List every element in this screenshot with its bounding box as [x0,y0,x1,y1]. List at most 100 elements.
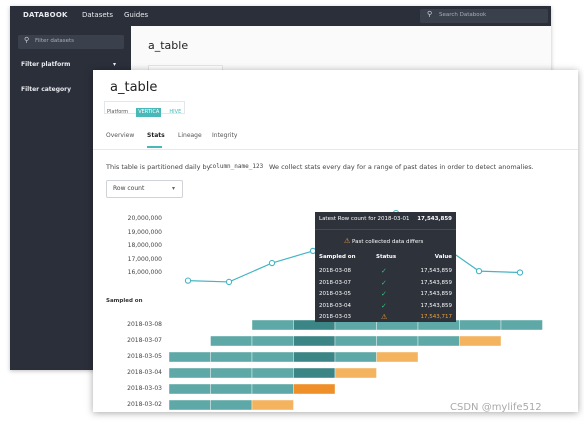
check-icon: ✓ [381,290,387,298]
tooltip-row-date: 2018-03-03 [319,314,351,320]
top-nav: DATABOOK Datasets Guides ⚲ Search Databo… [10,6,551,26]
platform-label: Platform [107,109,129,115]
check-icon: ✓ [381,278,387,287]
tab-lineage[interactable]: Lineage [178,132,202,139]
chevron-down-icon: ▾ [172,185,176,192]
timeline-segment[interactable] [293,367,336,379]
tooltip-divider [315,229,456,230]
timeline-segment[interactable] [500,319,543,331]
stats-description: We collect stats every day for a range o… [269,163,534,171]
y-tick-label: 17,000,000 [127,256,162,263]
metric-select-value: Row count [113,185,145,192]
timeline-segment[interactable] [210,351,253,363]
tooltip-title-value: 17,543,859 [417,216,452,222]
timeline-segment[interactable] [293,351,336,363]
timeline-segment[interactable] [210,399,253,411]
chevron-down-icon[interactable]: ▾ [113,61,117,68]
tooltip-header-status: Status [376,254,397,260]
bg-page-title: a_table [148,39,189,52]
y-tick-label: 19,000,000 [127,229,162,236]
timeline-segment[interactable] [210,383,253,395]
timeline-segment[interactable] [251,351,294,363]
filter-category-toggle[interactable]: Filter category [21,86,72,93]
search-icon: ⚲ [427,10,433,18]
timeline-segment[interactable] [168,351,211,363]
timeline-segment[interactable] [168,399,211,411]
tooltip-header-sampled: Sampled on [319,254,356,260]
timeline-segment[interactable] [293,383,336,395]
y-tick-label: 16,000,000 [127,269,162,276]
tab-stats[interactable]: Stats [147,132,165,139]
timeline-row-label: 2018-03-08 [127,321,162,328]
tooltip-row-date: 2018-03-08 [319,268,351,274]
watermark: CSDN @mylife512 [450,402,542,413]
tabs-divider [93,149,578,150]
timeline-row-label: 2018-03-03 [127,385,162,392]
platform-badges: Platform VERTICA HIVE [104,101,186,117]
filter-datasets-placeholder: Filter datasets [35,38,75,44]
filter-platform-toggle[interactable]: Filter platform [21,61,71,68]
timeline-row-label: 2018-03-07 [127,337,162,344]
timeline-segment[interactable] [251,399,294,411]
table-detail-window: a_table Platform VERTICA HIVE Overview S… [93,70,578,412]
tooltip-row-value: 17,543,859 [420,279,453,286]
partition-text: This table is partitioned daily by [106,163,211,171]
timeline-segment[interactable] [334,335,377,347]
tooltip-warning: ⚠ Past collected data differs [344,237,423,245]
timeline-segment[interactable] [417,335,460,347]
y-tick-label: 18,000,000 [127,242,162,249]
timeline-segment[interactable] [251,367,294,379]
data-point[interactable] [516,269,524,276]
tooltip-warning-text: Past collected data differs [352,239,424,245]
tooltip-title: Latest Row count for 2018-03-01 [319,216,410,222]
timeline-segment[interactable] [334,351,377,363]
timeline-segment[interactable] [251,335,294,347]
tooltip-row-value: 17,543,717 [420,314,453,320]
data-point[interactable] [268,259,276,267]
tooltip-row-value: 17,543,859 [420,302,453,309]
warning-icon: ⚠ [381,313,388,321]
timeline-segment[interactable] [293,335,336,347]
y-tick-label: 20,000,000 [127,215,162,222]
search-icon: ⚲ [24,36,30,44]
data-point[interactable] [475,267,483,275]
global-search-placeholder: Search Databook [439,12,487,18]
tooltip-header-value: Value [434,254,452,260]
nav-datasets-link[interactable]: Datasets [82,11,114,19]
tab-integrity[interactable]: Integrity [212,132,238,139]
warning-icon: ⚠ [344,237,351,245]
data-point[interactable] [225,278,233,286]
row-count-tooltip: Latest Row count for 2018-03-01 17,543,8… [315,212,456,322]
check-icon: ✓ [381,267,387,275]
timeline-segment[interactable] [376,335,419,347]
tooltip-row-date: 2018-03-05 [319,291,351,297]
timeline-segment[interactable] [459,319,502,331]
tooltip-row-date: 2018-03-07 [319,279,351,286]
partition-column: column_name_123 [209,163,264,170]
timeline-row-label: 2018-03-05 [127,353,162,360]
timeline-segment[interactable] [168,367,211,379]
timeline-segment[interactable] [334,367,377,379]
sampled-on-label: Sampled on [106,298,143,304]
tooltip-row-date: 2018-03-04 [319,302,351,309]
timeline-segment[interactable] [376,351,419,363]
tab-overview[interactable]: Overview [106,132,135,139]
timeline-segment[interactable] [210,367,253,379]
timeline-segment[interactable] [210,335,253,347]
data-point[interactable] [184,277,192,284]
metric-select[interactable]: Row count ▾ [106,180,183,198]
global-search-input[interactable]: ⚲ Search Databook [420,9,548,23]
brand-logo[interactable]: DATABOOK [23,11,68,19]
timeline-segment[interactable] [251,383,294,395]
timeline-segment[interactable] [251,319,294,331]
timeline-segment[interactable] [459,335,502,347]
sampling-timeline-chart [168,319,543,411]
check-icon: ✓ [381,301,387,310]
nav-guides-link[interactable]: Guides [124,11,149,19]
timeline-row-label: 2018-03-04 [127,369,162,376]
hive-badge[interactable]: HIVE [169,109,182,115]
page-title: a_table [110,80,158,95]
vertica-badge[interactable]: VERTICA [136,108,162,117]
timeline-segment[interactable] [168,383,211,395]
filter-datasets-input[interactable]: ⚲ Filter datasets [18,35,124,49]
